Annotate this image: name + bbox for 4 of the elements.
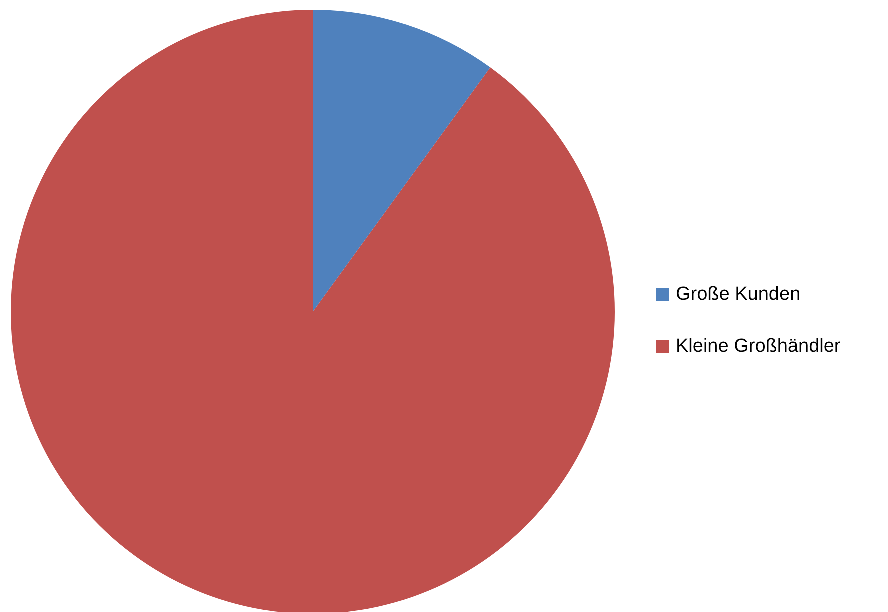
legend-label: Große Kunden xyxy=(676,284,801,306)
pie-slice xyxy=(11,10,615,612)
legend-label: Kleine Großhändler xyxy=(676,336,842,358)
pie-slice xyxy=(313,10,491,312)
